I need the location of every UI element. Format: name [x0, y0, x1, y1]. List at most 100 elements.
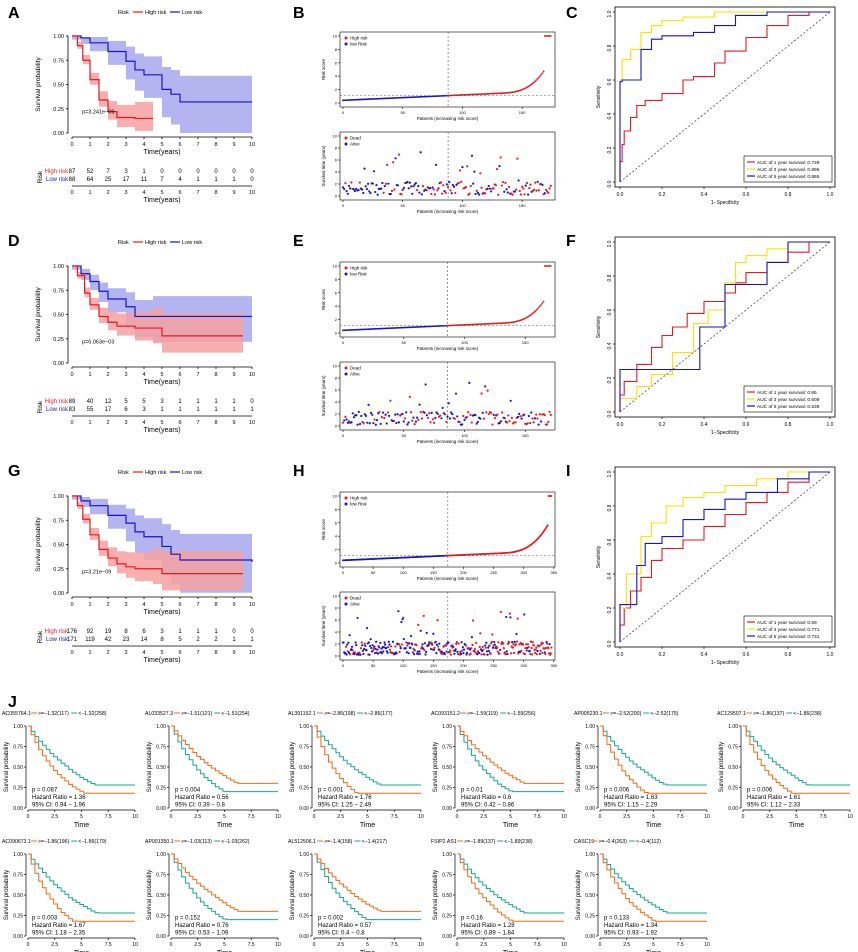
survival-scatter-point — [545, 640, 548, 644]
survival-scatter-point — [484, 385, 487, 388]
survival-scatter-point — [537, 189, 540, 192]
gene-pvalue: p = 0.001 — [318, 788, 344, 794]
survival-scatter-point — [505, 421, 509, 424]
roc-y-tick-label: 1.0 — [607, 10, 613, 17]
km-table-x-tick-label: 2 — [106, 650, 109, 656]
survival-y-tick-label: 0 — [335, 424, 338, 429]
km-x-tick-label: 9 — [232, 372, 235, 378]
survival-scatter-point — [423, 648, 426, 652]
gene-x-tick-label: 7.5 — [820, 814, 827, 820]
roc-x-tick-label: 1.0 — [827, 192, 834, 198]
gene-low-label: <−2.52(175) — [650, 711, 679, 717]
survival-scatter-point — [493, 643, 496, 646]
km-table-high-count: 1 — [196, 399, 200, 405]
survival-scatter-point — [442, 184, 445, 187]
survival-scatter-point — [359, 647, 363, 650]
roc-y-tick-label: 1.0 — [607, 240, 613, 247]
gene-y-tick-label: 0.00 — [299, 806, 309, 812]
km-gene-plot: AC093151.2 >=−1.59(119) <−1.59(256) 0.00 0.2… — [431, 711, 567, 829]
km-table-low-count: 4 — [178, 177, 182, 183]
risk-score-point — [536, 77, 539, 80]
roc-y-tick-label: 0.2 — [607, 376, 613, 383]
km-high-curve — [72, 265, 243, 337]
survival-scatter-point — [369, 411, 373, 415]
survival-scatter-point — [371, 644, 374, 647]
roc-x-tick-label: 0.0 — [617, 192, 624, 198]
gene-x-title: Time — [360, 950, 375, 952]
survival-scatter-point — [402, 637, 405, 641]
survival-scatter-point — [525, 182, 529, 185]
risk-legend-high-label: High risk — [350, 496, 368, 501]
km-table-low-count: 42 — [105, 637, 112, 643]
gene-name: FSIP2.AS1 — [431, 839, 457, 845]
km-y-axis-title: Survival probability — [35, 516, 42, 571]
survival-scatter-point — [405, 641, 408, 644]
gene-y-tick-label: 0.00 — [442, 934, 452, 940]
survival-scatter-point — [353, 189, 357, 193]
km-high-ci-band — [72, 496, 243, 593]
survival-scatter-point — [449, 189, 452, 192]
survival-scatter-point — [388, 648, 392, 651]
gene-y-tick-label: 0.00 — [728, 806, 738, 812]
survival-x-tick-label: 50 — [371, 663, 376, 668]
survival-scatter-point — [354, 641, 357, 644]
survival-scatter-point — [419, 411, 422, 414]
gene-y-title: Survival probability — [290, 742, 296, 792]
gene-x-tick-label: 10 — [275, 814, 281, 820]
gene-x-tick-label: 10 — [418, 814, 424, 820]
survival-scatter-point — [527, 193, 530, 196]
risk-score-point — [542, 70, 545, 73]
gene-y-tick-label: 0.50 — [728, 765, 738, 771]
survival-scatter-point — [412, 653, 416, 656]
km-low-curve — [72, 265, 252, 318]
roc-x-tick-label: 0.2 — [659, 422, 666, 428]
gene-x-tick-label: 10 — [418, 942, 424, 948]
km-table-low-count: 2 — [196, 637, 200, 643]
survival-y-tick-label: 10 — [333, 594, 338, 599]
km-x-tick-label: 6 — [178, 602, 181, 608]
km-x-tick-label: 7 — [196, 602, 199, 608]
survival-y-tick-label: 2 — [335, 642, 338, 647]
survival-scatter-point — [465, 651, 469, 654]
km-table-low-count: 83 — [69, 407, 76, 413]
km-high-curve — [72, 35, 153, 120]
survival-scatter-point — [494, 184, 497, 187]
survival-scatter-point — [348, 634, 351, 637]
roc-y-tick-label: 0.6 — [607, 308, 613, 315]
roc-curve-3 — [619, 241, 830, 412]
survival-scatter-point — [418, 652, 422, 655]
roc-legend-box — [743, 615, 833, 643]
survival-scatter-point — [482, 648, 485, 651]
survival-scatter-point — [356, 616, 359, 620]
risk-score-point — [541, 302, 544, 305]
km-table-low-count: 8 — [160, 637, 164, 643]
survival-scatter-point — [350, 181, 353, 184]
gene-y-tick-label: 0.25 — [442, 914, 452, 920]
survival-scatter-point — [372, 422, 375, 425]
survival-scatter-point — [387, 645, 390, 649]
survival-scatter-point — [543, 647, 546, 650]
survival-scatter-point — [372, 649, 375, 652]
survival-scatter-point — [395, 652, 398, 655]
survival-scatter-point — [491, 633, 494, 636]
survival-scatter-point — [432, 188, 435, 191]
km-table-x-tick-label: 5 — [160, 420, 163, 426]
survival-scatter-point — [496, 646, 499, 649]
survival-scatter-point — [411, 643, 414, 646]
risk-score-y-tick-label: 0 — [335, 561, 338, 566]
km-table-high-count: 0 — [178, 169, 182, 175]
survival-scatter-point — [544, 646, 548, 650]
km-y-tick-label: 1.00 — [53, 264, 64, 270]
survival-scatter-point — [341, 186, 345, 189]
km-table-low-count: 1 — [232, 407, 236, 413]
survival-scatter-point — [418, 403, 421, 406]
gene-x-tick-label: 0 — [742, 814, 745, 820]
survival-scatter-point — [534, 181, 537, 184]
survival-scatter-point — [462, 414, 465, 418]
survival-scatter-point — [468, 192, 471, 195]
gene-x-tick-label: 7.5 — [677, 814, 684, 820]
roc-curve-3 — [619, 11, 830, 182]
risk-score-x-tick-label: 300 — [520, 570, 527, 575]
survival-scatter-point — [391, 640, 395, 643]
roc-y-tick-label: 0.2 — [607, 146, 613, 153]
